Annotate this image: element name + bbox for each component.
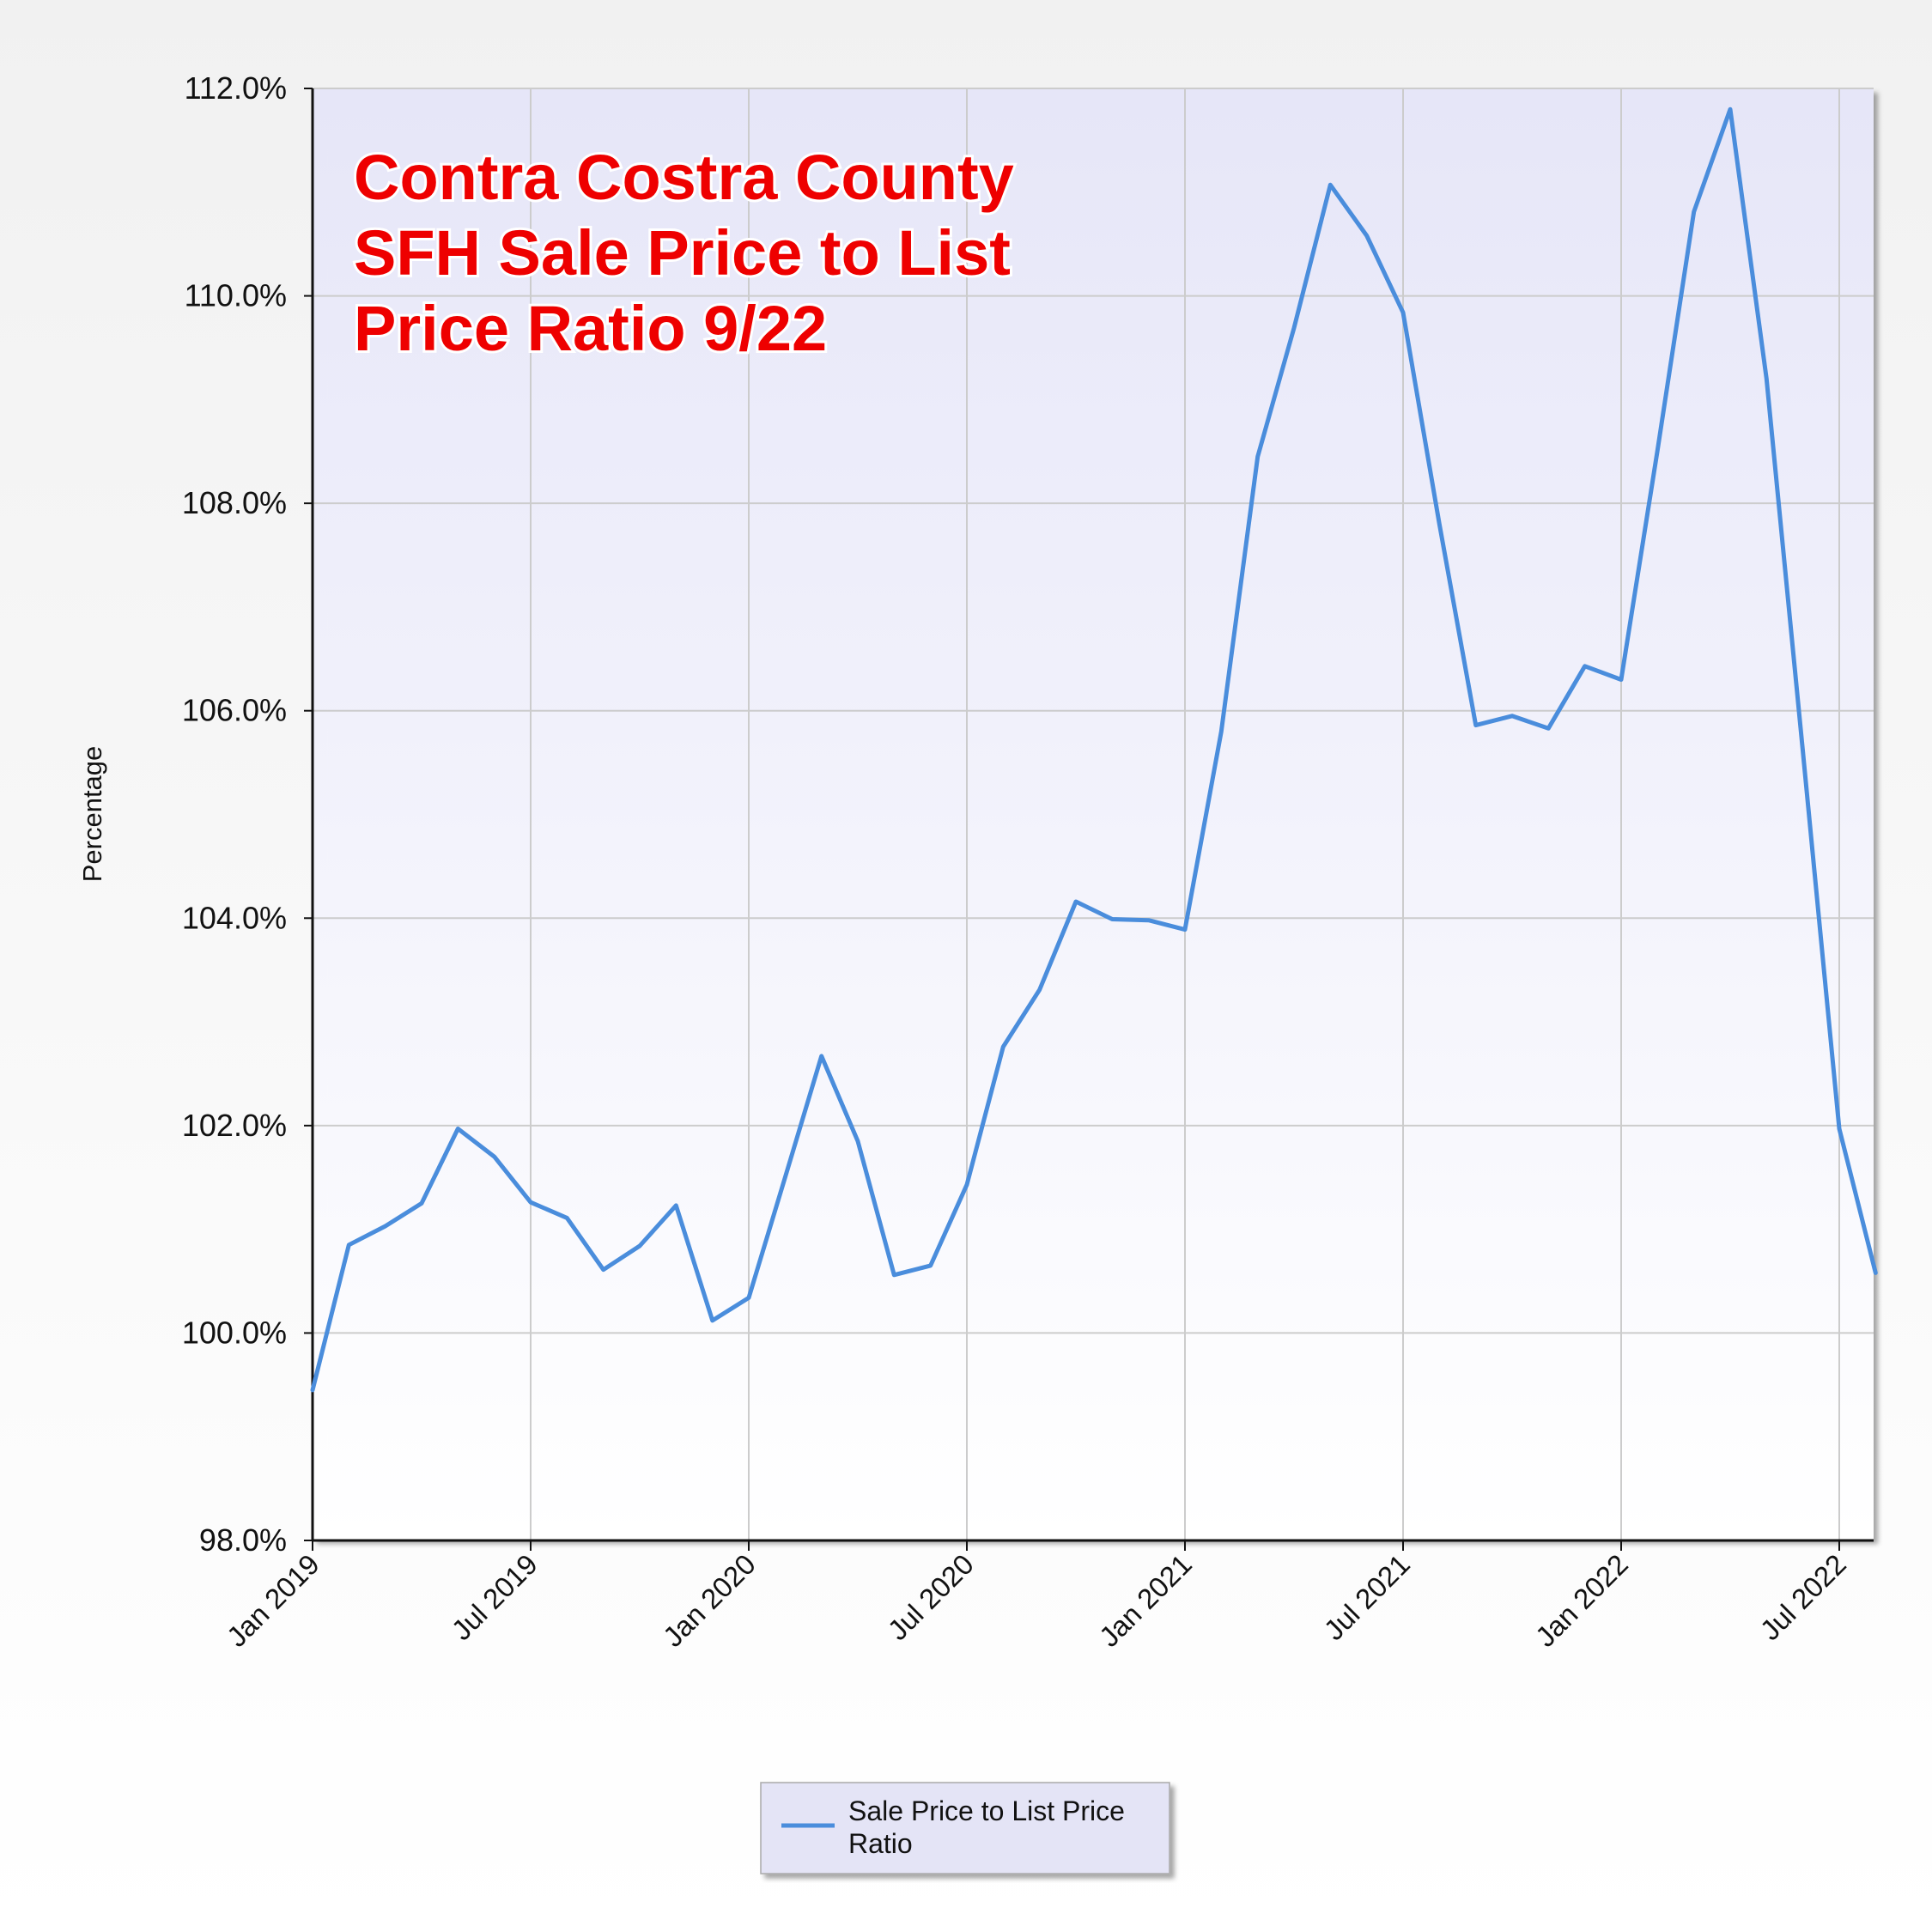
- x-tick-label: Jul 2020: [882, 1548, 980, 1646]
- x-tick-label: Jul 2019: [446, 1548, 544, 1646]
- x-tick-label: Jul 2021: [1318, 1548, 1416, 1646]
- plot-area: [313, 88, 1874, 1540]
- series-line-sale-price-to-list-price-ratio: [310, 106, 1878, 1393]
- y-tick-label: 110.0%: [185, 278, 287, 313]
- y-axis-ticks: 98.0% 100.0% 102.0% 104.0% 106.0% 108.0% 110.0…: [182, 70, 313, 1558]
- y-tick-label: 100.0%: [182, 1315, 287, 1350]
- horizontal-gridlines: [313, 88, 1874, 1334]
- y-tick-label: 98.0%: [199, 1522, 287, 1558]
- legend-box: [760, 1782, 1170, 1874]
- legend: Sale Price to List Price Ratio: [760, 1782, 1170, 1874]
- y-tick-label: 106.0%: [182, 693, 287, 728]
- chart-title-line-2: SFH Sale Price to List: [354, 217, 1011, 289]
- legend-label-line-2: Ratio: [848, 1828, 913, 1859]
- chart-title: Contra Costra County SFH Sale Price to L…: [351, 139, 1017, 367]
- y-tick-label: 102.0%: [182, 1108, 287, 1143]
- chart-title-line-1: Contra Costra County: [354, 142, 1014, 213]
- x-tick-label: Jan 2020: [657, 1548, 762, 1653]
- x-tick-label: Jan 2021: [1093, 1548, 1198, 1653]
- series-points: [312, 109, 1876, 1390]
- vertical-gridlines: [530, 88, 1840, 1540]
- y-tick-label: 108.0%: [182, 485, 287, 520]
- chart-title-line-3: Price Ratio 9/22: [354, 293, 827, 364]
- y-axis-label: Percentage: [77, 746, 107, 883]
- x-tick-label: Jan 2019: [221, 1548, 325, 1653]
- legend-label-line-1: Sale Price to List Price: [848, 1795, 1125, 1826]
- x-axis-ticks: Jan 2019 Jul 2019 Jan 2020 Jul 2020 Jan 2021…: [221, 1540, 1852, 1653]
- y-tick-label: 112.0%: [185, 70, 287, 106]
- x-tick-label: Jan 2022: [1529, 1548, 1634, 1653]
- x-tick-label: Jul 2022: [1754, 1548, 1852, 1646]
- y-tick-label: 104.0%: [182, 900, 287, 935]
